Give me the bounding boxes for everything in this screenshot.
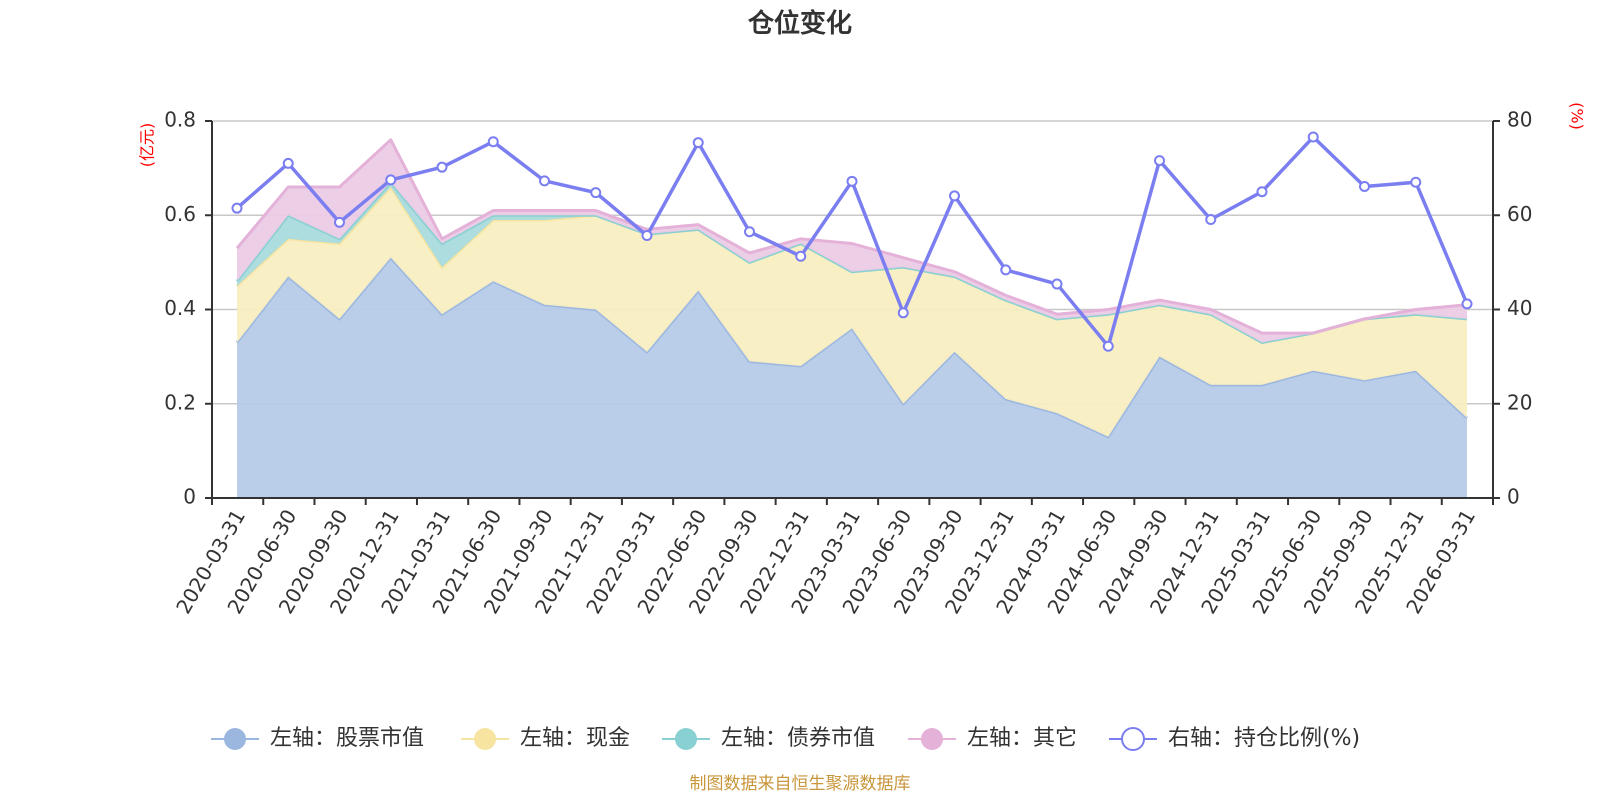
left-tick-label: 0.8 (164, 108, 196, 132)
legend-marker (474, 728, 496, 750)
holding-ratio-point (1154, 155, 1165, 167)
legend-label: 右轴：持仓比例(%) (1168, 726, 1360, 751)
legend-item-1[interactable]: 左轴：股票市值 (211, 726, 424, 751)
right-tick-label: 20 (1507, 390, 1532, 414)
holding-ratio-point (1000, 264, 1012, 276)
holding-ratio-point (282, 157, 294, 169)
holding-ratio-line (231, 131, 1473, 352)
holding-ratio-point (1307, 131, 1319, 143)
right-tick-label: 80 (1507, 108, 1532, 132)
holding-ratio-point (539, 175, 550, 187)
legend-marker (675, 728, 697, 750)
stacked-areas (235, 138, 1469, 498)
holding-ratio-point (846, 175, 858, 187)
holding-ratio-point (1205, 213, 1217, 225)
area-series-2 (237, 186, 1467, 437)
holding-ratio-point (1461, 298, 1473, 310)
holding-ratio-point (795, 250, 807, 262)
right-axis-unit: (%) (1568, 102, 1587, 130)
left-tick-label: 0 (183, 485, 196, 509)
legend-label: 左轴：股票市值 (270, 726, 424, 751)
legend-marker (1121, 727, 1145, 751)
area-series-4-edge (235, 138, 1468, 335)
holding-ratio-point (897, 307, 909, 319)
holding-ratio-point (949, 190, 960, 202)
holding-ratio-point (334, 216, 345, 228)
legend-marker (921, 728, 943, 750)
holding-ratio-point (1410, 176, 1422, 188)
legend-item-5[interactable]: 右轴：持仓比例(%) (1109, 726, 1360, 751)
holding-ratio-point (1051, 278, 1063, 290)
right-tick-label: 0 (1507, 485, 1520, 509)
left-axis-unit: (亿元) (138, 123, 157, 168)
right-tick-label: 60 (1507, 202, 1532, 226)
holding-ratio-point (590, 187, 602, 199)
holding-ratio-point (692, 137, 704, 149)
holding-ratio-point (1359, 181, 1370, 193)
chart-title: 仓位变化 (747, 8, 852, 39)
legend-label: 左轴：债券市值 (721, 726, 875, 751)
legend-item-4[interactable]: 左轴：其它 (908, 726, 1077, 751)
left-tick-label: 0.6 (164, 202, 196, 226)
legend-marker (224, 728, 246, 750)
area-series-1 (237, 257, 1467, 498)
holding-ratio-point (641, 230, 653, 242)
holding-ratio-point (744, 226, 755, 238)
legend-label: 左轴：其它 (967, 726, 1077, 751)
legend-item-2[interactable]: 左轴：现金 (461, 726, 630, 751)
holding-ratio-point (385, 174, 397, 186)
holding-ratio-point (1256, 186, 1268, 198)
legend-label: 左轴：现金 (520, 726, 630, 751)
left-tick-label: 0.2 (164, 390, 196, 414)
holding-ratio-point (436, 161, 448, 173)
legend: 左轴：股票市值 左轴：现金 左轴：债券市值 左轴：其它 右轴：持仓比例(%) (211, 726, 1360, 751)
legend-item-3[interactable]: 左轴：债券市值 (662, 726, 875, 751)
holding-ratio-point (1102, 340, 1114, 352)
data-source-note: 制图数据来自恒生聚源数据库 (690, 774, 911, 794)
right-tick-label: 40 (1507, 296, 1532, 320)
holding-ratio-point (487, 136, 499, 148)
left-tick-label: 0.4 (164, 296, 196, 320)
holding-ratio-point (231, 202, 243, 214)
